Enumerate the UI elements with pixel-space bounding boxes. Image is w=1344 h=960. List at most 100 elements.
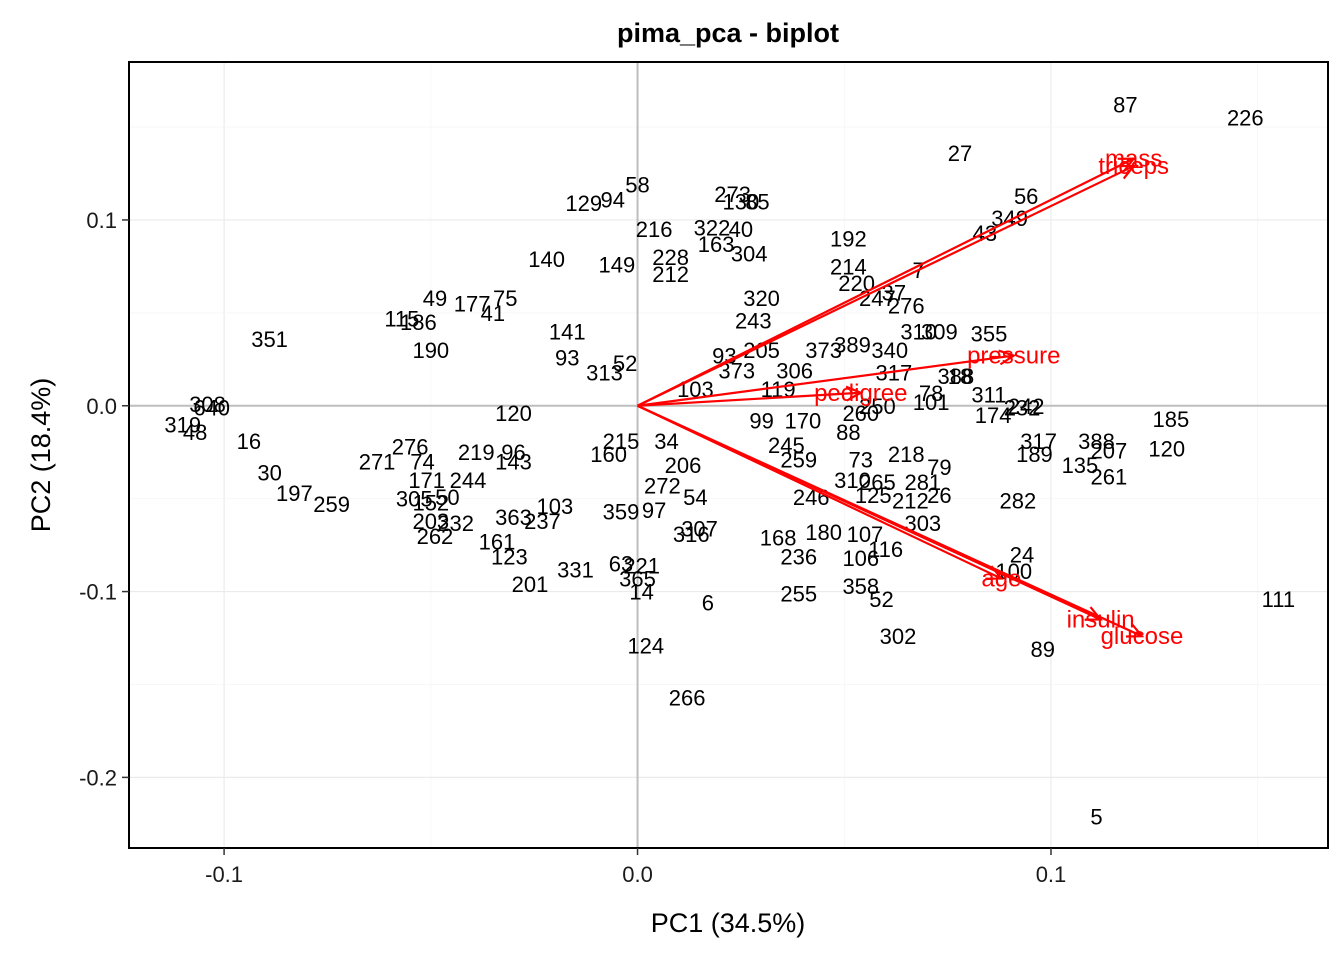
point-label: 120 <box>495 401 532 426</box>
point-label: 160 <box>590 442 627 467</box>
arrowhead-glucose <box>1125 623 1145 638</box>
point-label: 317 <box>1020 429 1057 454</box>
point-label: 171 <box>408 468 445 493</box>
point-label: 152 <box>412 490 449 515</box>
point-label: 168 <box>760 526 797 551</box>
point-label: 177 <box>454 292 491 317</box>
point-label: 260 <box>842 401 879 426</box>
point-label: 74 <box>410 450 434 475</box>
point-label: 358 <box>842 574 879 599</box>
point-label: 244 <box>450 468 487 493</box>
point-label: 310 <box>834 468 871 493</box>
point-label: 331 <box>557 557 594 582</box>
point-label: 190 <box>412 338 449 363</box>
point-label: 27 <box>948 141 972 166</box>
point-label: 170 <box>785 409 822 434</box>
point-label: 115 <box>384 306 419 331</box>
point-label: 218 <box>888 442 925 467</box>
point-label: 94 <box>600 188 624 213</box>
point-label: 123 <box>491 544 528 569</box>
loading-arrow-mass <box>637 157 1135 407</box>
point-label: 203 <box>412 509 449 534</box>
point-label: 302 <box>880 624 917 649</box>
point-label: 85 <box>745 189 769 214</box>
point-label: 220 <box>838 271 875 296</box>
point-label: 389 <box>834 332 871 357</box>
point-label: 5 <box>1090 804 1102 829</box>
point-label: 276 <box>392 435 429 460</box>
point-label: 307 <box>681 516 718 541</box>
point-label: 313 <box>586 360 623 385</box>
arrowhead-pressure <box>998 349 1017 366</box>
point-label: 272 <box>644 474 681 499</box>
point-label: 116 <box>868 537 903 562</box>
x-axis-ticks: -0.1 0.0 0.1 <box>205 848 1066 887</box>
arrowhead-insulin <box>1084 606 1103 621</box>
point-labels: 8722627563494371922142202473727635530931… <box>164 93 1295 830</box>
point-label: 228 <box>652 245 689 270</box>
reference-lines <box>129 62 1328 848</box>
point-label: 130 <box>723 189 760 214</box>
point-label: 16 <box>237 429 261 454</box>
point-label: 640 <box>193 396 230 421</box>
point-label: 180 <box>805 520 842 545</box>
point-label: 103 <box>536 494 573 519</box>
variable-label-insulin: insulin <box>1067 606 1135 633</box>
point-label: 262 <box>417 524 454 549</box>
point-label: 107 <box>847 522 884 547</box>
point-label: 206 <box>665 453 702 478</box>
point-label: 161 <box>479 529 516 554</box>
loading-arrows: masstricepspressurepedigreeageinsulinglu… <box>637 146 1184 650</box>
point-label: 97 <box>642 498 666 523</box>
point-label: 373 <box>805 338 842 363</box>
point-label: 56 <box>1014 184 1038 209</box>
point-label: 79 <box>927 455 951 480</box>
loading-arrow-pedigree <box>637 391 861 407</box>
point-label: 52 <box>613 351 637 376</box>
point-label: 232 <box>1004 396 1041 421</box>
point-label: 54 <box>683 485 707 510</box>
variable-label-triceps: triceps <box>1098 153 1169 180</box>
point-label: 351 <box>251 327 288 352</box>
point-label: 96 <box>501 440 525 465</box>
point-label: 73 <box>849 448 873 473</box>
y-tick-label: -0.2 <box>79 765 117 790</box>
point-label: 266 <box>669 685 706 710</box>
point-label: 216 <box>636 217 673 242</box>
point-label: 273 <box>714 182 751 207</box>
variable-label-glucose: glucose <box>1101 623 1184 650</box>
point-label: 135 <box>1062 453 1099 478</box>
point-label: 236 <box>780 544 817 569</box>
point-label: 243 <box>735 308 772 333</box>
point-label: 197 <box>276 481 313 506</box>
point-label: 276 <box>888 293 925 318</box>
point-label: 192 <box>830 227 867 252</box>
panel-border <box>128 61 1329 849</box>
point-label: 250 <box>859 394 896 419</box>
point-label: 125 <box>855 483 892 508</box>
point-label: 18 <box>948 364 972 389</box>
point-label: 281 <box>904 470 941 495</box>
point-label: 237 <box>524 509 561 534</box>
loading-arrow-pressure <box>637 354 1014 407</box>
point-label: 14 <box>629 580 653 605</box>
y-tick-label: 0.1 <box>86 208 117 233</box>
point-label: 207 <box>1091 438 1128 463</box>
point-label: 50 <box>435 485 459 510</box>
point-label: 93 <box>555 345 579 370</box>
chart-title: pima_pca - biplot <box>617 18 839 48</box>
point-label: 255 <box>780 581 817 606</box>
point-label: 129 <box>565 191 602 216</box>
point-label: 124 <box>627 633 664 658</box>
point-label: 221 <box>623 554 660 579</box>
point-label: 316 <box>673 522 710 547</box>
point-label: 87 <box>1113 93 1137 118</box>
point-label: 34 <box>654 429 678 454</box>
point-label: 308 <box>189 392 226 417</box>
point-label: 340 <box>871 338 908 363</box>
point-label: 215 <box>603 429 640 454</box>
point-label: 24 <box>1010 542 1034 567</box>
point-label: 58 <box>625 173 649 198</box>
loading-arrow-triceps <box>637 165 1135 407</box>
y-axis-title: PC2 (18.4%) <box>26 378 56 533</box>
